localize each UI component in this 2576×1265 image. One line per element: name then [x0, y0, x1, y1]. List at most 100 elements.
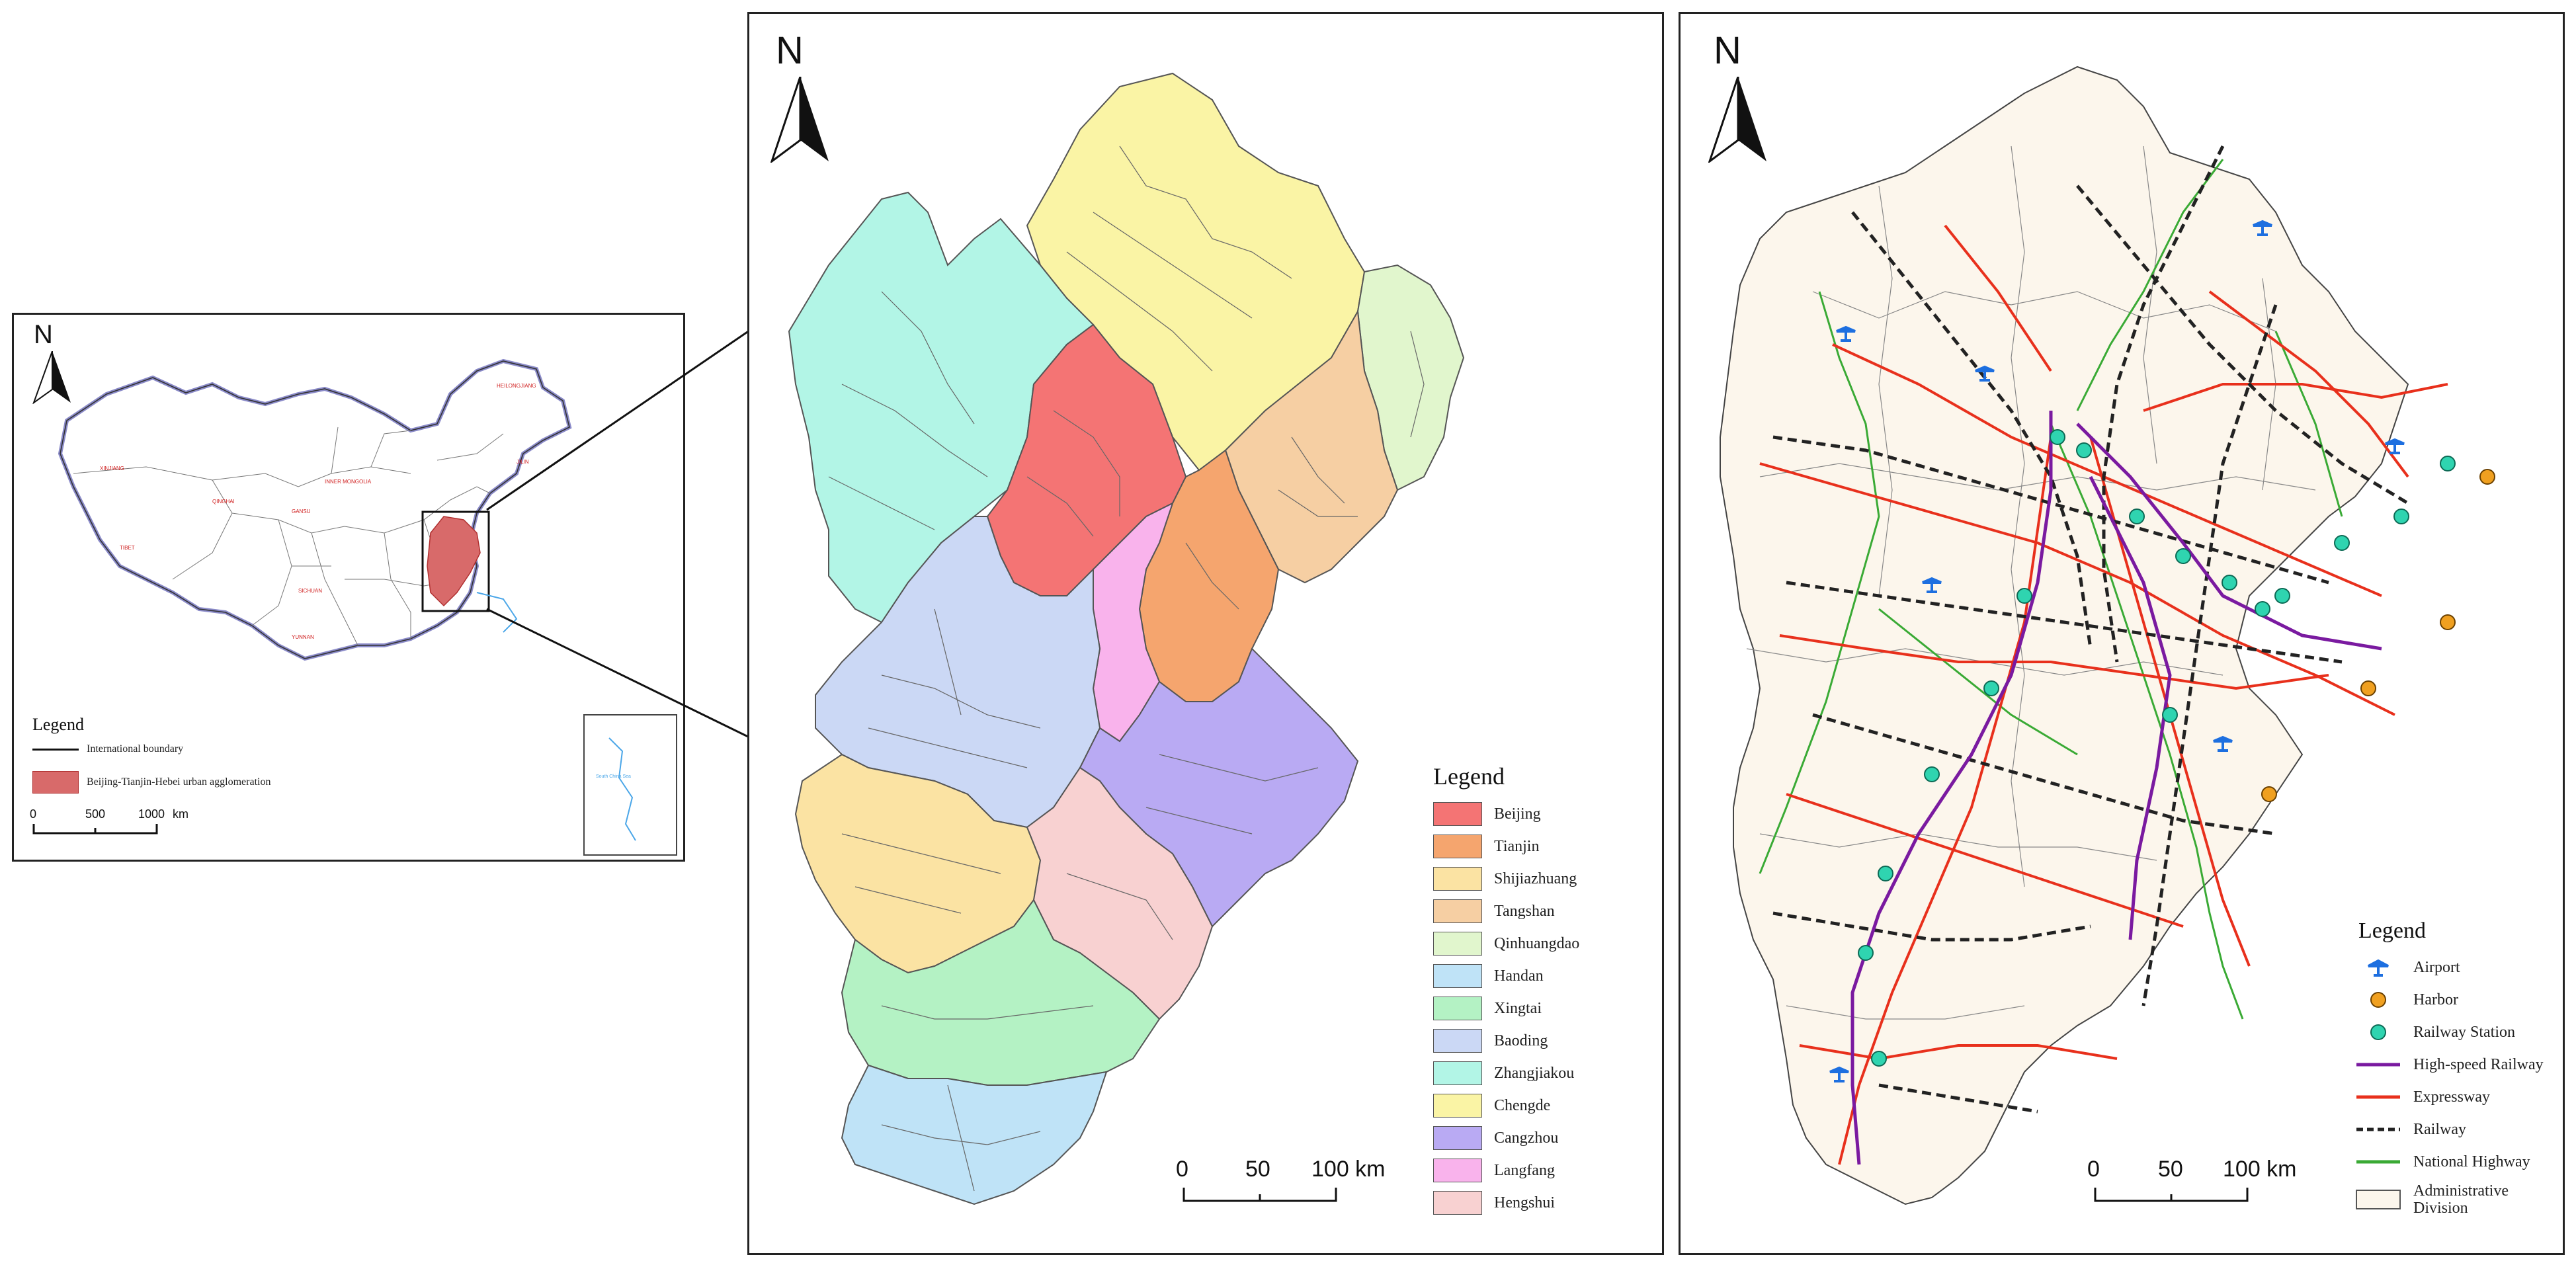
division-scale-bar [1183, 1188, 1337, 1202]
legend-item-railway: Railway [2355, 1118, 2466, 1141]
overview-scale-bar [32, 824, 158, 835]
svg-text:JILIN: JILIN [517, 459, 529, 465]
legend-swatch [1433, 899, 1482, 923]
legend-item-high-speed-railway: High-speed Railway [2355, 1053, 2544, 1077]
north-arrow-icon [32, 351, 71, 404]
legend-label: Harbor [2413, 991, 2458, 1008]
airport-markers [1829, 220, 2405, 1082]
north-label: N [1714, 29, 1741, 72]
city-regions [788, 72, 1465, 1205]
svg-text:YUNNAN: YUNNAN [292, 634, 314, 640]
legend-swatch [1433, 1159, 1482, 1182]
legend-item-shijiazhuang: Shijiazhuang [1433, 867, 1577, 891]
bth-swatch [32, 771, 79, 794]
legend-item-expressway: Expressway [2355, 1085, 2490, 1109]
legend-item-cangzhou: Cangzhou [1433, 1126, 1558, 1150]
legend-label: Hengshui [1494, 1194, 1555, 1211]
legend-label: Beijing [1494, 805, 1541, 823]
transport-map-panel: N Legend Airport Harbor Railway Station Hig… [1679, 12, 2565, 1255]
legend-swatch [1433, 1029, 1482, 1053]
province-labels: XINJIANG TIBET QINGHAI GANSU INNER MONGO… [100, 383, 536, 640]
line [2356, 1095, 2400, 1099]
legend-item-harbor: Harbor [2355, 988, 2458, 1012]
transport-legend-title: Legend [2358, 918, 2426, 943]
legend-item-hengshui: Hengshui [1433, 1191, 1555, 1215]
high-speed-railways [1850, 411, 2382, 1165]
railways [1772, 145, 2409, 1114]
legend-label: Zhangjiakou [1494, 1064, 1575, 1082]
legend-label: National Highway [2413, 1153, 2530, 1170]
legend-item-national-highway: National Highway [2355, 1150, 2530, 1174]
legend-swatch [1433, 932, 1482, 956]
dashed-line [2356, 1127, 2400, 1131]
north-arrow-icon [1708, 77, 1766, 163]
line [2356, 1160, 2400, 1164]
legend-label: Qinhuangdao [1494, 934, 1580, 952]
legend-swatch [1433, 1126, 1482, 1150]
legend-item-baoding: Baoding [1433, 1029, 1548, 1053]
legend-label: Airport [2413, 958, 2460, 976]
boundary-line-symbol [32, 748, 79, 751]
bth-selection-frame [421, 510, 490, 612]
legend-item-tangshan: Tangshan [1433, 899, 1555, 923]
railway-station-markers [1858, 429, 2456, 1067]
legend-item-international-boundary: International boundary [32, 743, 183, 755]
legend-item-handan: Handan [1433, 964, 1544, 988]
legend-item-railway-station: Railway Station [2355, 1020, 2515, 1044]
svg-text:INNER MONGOLIA: INNER MONGOLIA [325, 479, 372, 485]
station-icon [2370, 1024, 2386, 1040]
svg-text:GANSU: GANSU [292, 509, 311, 514]
legend-item-beijing: Beijing [1433, 802, 1541, 826]
legend-item-tianjin: Tianjin [1433, 835, 1539, 858]
box [2356, 1190, 2401, 1210]
legend-item-xingtai: Xingtai [1433, 997, 1542, 1020]
legend-label: Administrative Division [2413, 1182, 2509, 1217]
legend-label: Tianjin [1494, 837, 1540, 855]
legend-label: Shijiazhuang [1494, 870, 1577, 887]
airport-icon [2368, 959, 2389, 977]
svg-text:SICHUAN: SICHUAN [298, 588, 322, 594]
legend-item-qinhuangdao: Qinhuangdao [1433, 932, 1579, 956]
overview-legend-title: Legend [32, 715, 84, 734]
overview-map-panel: XINJIANG TIBET QINGHAI GANSU INNER MONGO… [12, 313, 685, 862]
overview-map: XINJIANG TIBET QINGHAI GANSU INNER MONGO… [58, 358, 677, 856]
svg-text:XINJIANG: XINJIANG [100, 466, 124, 471]
bth-region-highlight [427, 516, 481, 607]
legend-item-chengde: Chengde [1433, 1094, 1550, 1118]
legend-label: Handan [1494, 967, 1544, 985]
north-label: N [776, 29, 804, 72]
north-label: N [34, 320, 53, 349]
division-legend-title: Legend [1433, 763, 1505, 790]
legend-item-zhangjiakou: Zhangjiakou [1433, 1061, 1574, 1085]
svg-text:TIBET: TIBET [120, 545, 135, 551]
legend-item-administrative-division: Administrative Division [2355, 1182, 2513, 1217]
transport-map [1720, 65, 2495, 1205]
harbor-markers [2261, 469, 2495, 802]
legend-label: Xingtai [1494, 999, 1542, 1017]
legend-label: High-speed Railway [2413, 1055, 2544, 1073]
region-zhangjiakou [788, 191, 1095, 624]
legend-item-airport: Airport [2355, 956, 2460, 979]
bth-outline [1720, 65, 2409, 1205]
province-boundaries [73, 427, 504, 646]
north-arrow-icon [770, 77, 829, 163]
legend-label: Expressway [2413, 1088, 2490, 1106]
legend-swatch [1433, 802, 1482, 826]
expressways [1759, 224, 2448, 1165]
legend-item-langfang: Langfang [1433, 1159, 1555, 1182]
legend-swatch [1433, 964, 1482, 988]
region-handan [841, 1064, 1108, 1205]
transport-scale-bar [2094, 1188, 2249, 1202]
legend-label: Baoding [1494, 1032, 1548, 1049]
legend-label: Cangzhou [1494, 1129, 1559, 1147]
legend-label: Chengde [1494, 1096, 1551, 1114]
national-highways [1759, 159, 2343, 1020]
legend-swatch [1433, 1061, 1482, 1085]
line [2356, 1063, 2400, 1067]
svg-text:HEILONGJIANG: HEILONGJIANG [497, 383, 536, 389]
county-boundaries [828, 145, 1425, 1192]
legend-swatch [1433, 997, 1482, 1020]
legend-label: Railway [2413, 1120, 2466, 1138]
legend-swatch [1433, 1094, 1482, 1118]
